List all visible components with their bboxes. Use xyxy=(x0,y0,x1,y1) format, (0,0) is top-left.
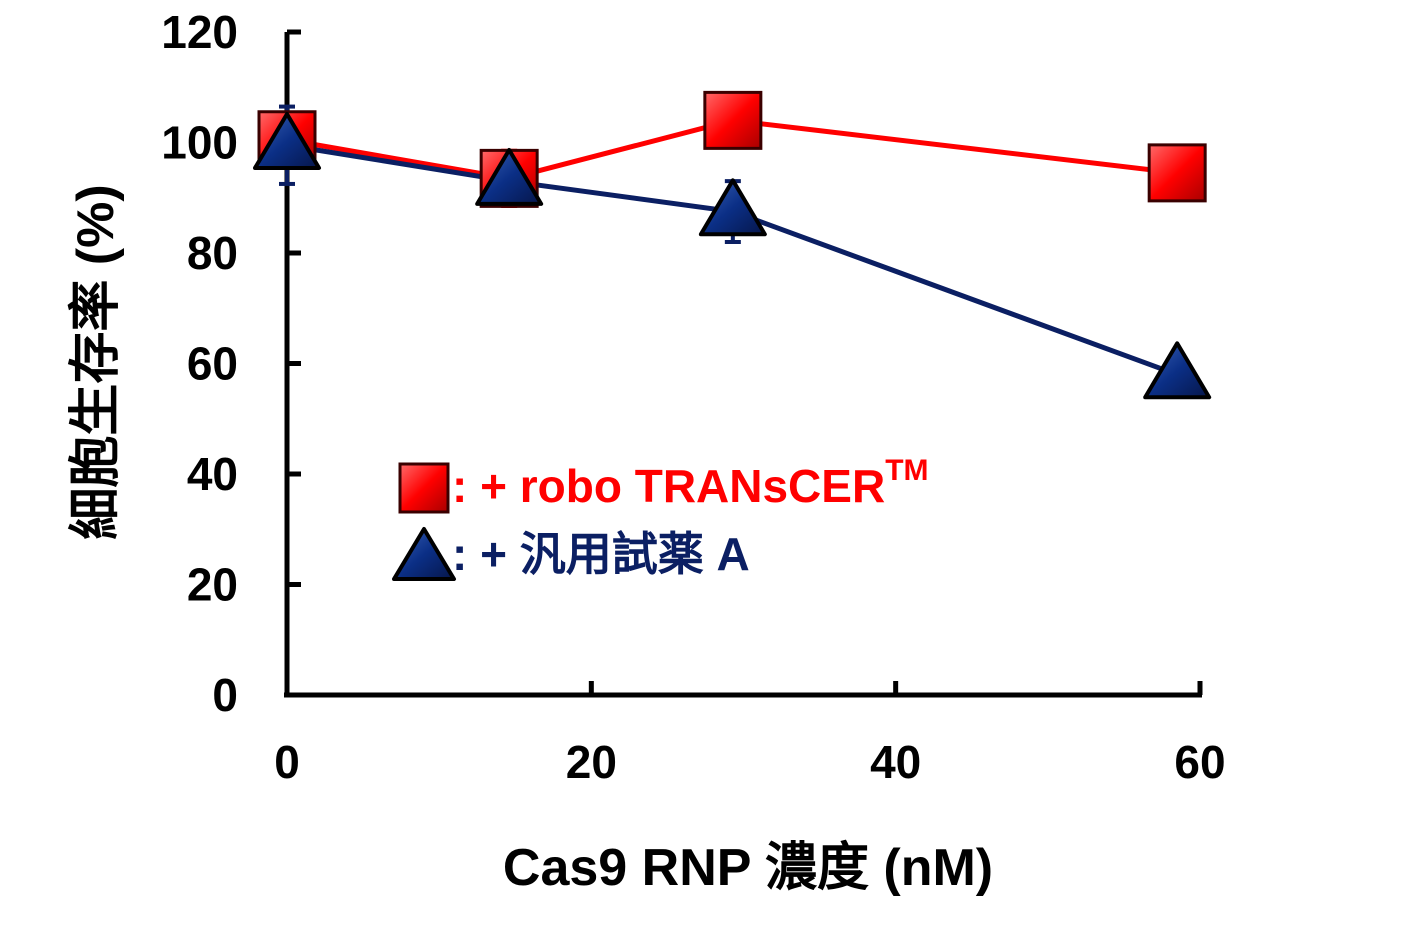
data-point-triangle-0 xyxy=(253,112,321,170)
y-tick-label-40: 40 xyxy=(187,448,238,500)
x-tick-label-40: 40 xyxy=(870,736,921,788)
legend-square-marker xyxy=(398,462,450,514)
y-axis-title: 細胞生存率 (%) xyxy=(67,184,125,539)
series-line-0 xyxy=(286,117,1178,181)
legend-square-shape xyxy=(398,462,450,514)
data-point-square-2 xyxy=(703,90,763,150)
data-point-square-3 xyxy=(1147,143,1207,203)
y-tick-label-100: 100 xyxy=(161,117,238,169)
y-tick-label-60: 60 xyxy=(187,338,238,390)
legend: : + robo TRANsCERTM : + 汎用試薬 A xyxy=(392,454,929,582)
y-tick-label-120: 120 xyxy=(161,6,238,58)
data-point-triangle-2 xyxy=(698,178,767,237)
data-point-triangle-1 xyxy=(475,147,544,206)
y-tick-label-0: 0 xyxy=(212,669,238,721)
legend-triangle-shape xyxy=(392,526,456,582)
legend-label-generic-reagent-a: : + 汎用試薬 A xyxy=(452,528,750,580)
legend-label-robo-transcer: : + robo TRANsCERTM xyxy=(452,454,929,513)
legend-triangle-marker xyxy=(392,526,456,582)
x-tick-label-0: 0 xyxy=(274,736,300,788)
series-line-1 xyxy=(286,142,1179,377)
legend-label-robo-transcer-main: : + robo TRANsCER xyxy=(452,460,885,512)
series-markers xyxy=(253,90,1212,400)
data-point-triangle-3 xyxy=(1143,341,1212,400)
x-ticks: 0 20 40 60 xyxy=(274,681,1226,788)
x-tick-label-60: 60 xyxy=(1174,736,1225,788)
x-tick-label-20: 20 xyxy=(566,736,617,788)
series-lines xyxy=(286,117,1179,377)
y-tick-label-20: 20 xyxy=(187,559,238,611)
x-axis-title: Cas9 RNP 濃度 (nM) xyxy=(503,839,993,897)
legend-trademark: TM xyxy=(885,454,928,487)
y-tick-label-80: 80 xyxy=(187,227,238,279)
